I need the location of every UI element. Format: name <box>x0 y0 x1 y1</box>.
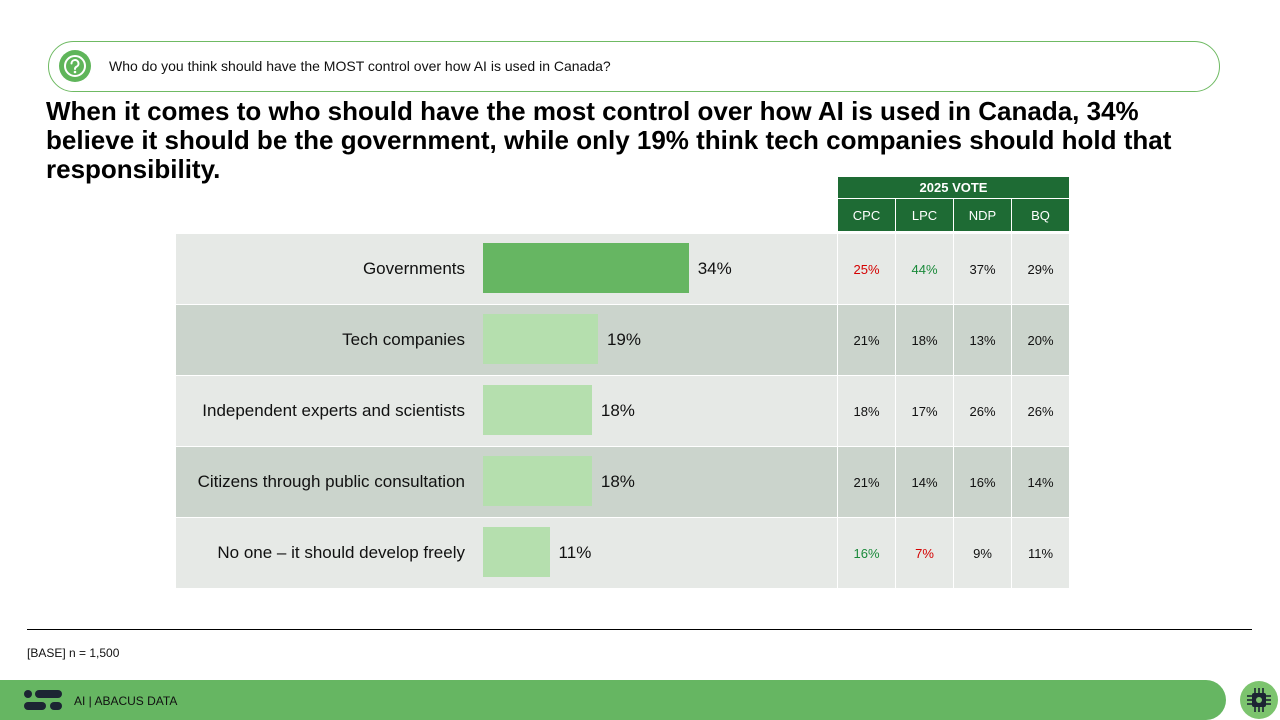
bar <box>483 314 598 364</box>
party-header-lpc: LPC <box>896 199 954 231</box>
vote-cell-cpc: 18% <box>837 376 895 446</box>
data-label: 11% <box>558 543 592 562</box>
category-label: Citizens through public consultation <box>197 472 465 491</box>
ai-chip-icon <box>1240 681 1278 719</box>
vote-cell-ndp: 9% <box>953 518 1011 588</box>
party-header-cpc: CPC <box>838 199 896 231</box>
vote-cell-lpc: 18% <box>895 305 953 375</box>
vote-cell-lpc: 7% <box>895 518 953 588</box>
question-icon <box>59 50 91 82</box>
vote-cell-bq: 14% <box>1011 447 1069 517</box>
vote-breakdown: 16% 7% 9% 11% <box>837 518 1069 588</box>
vote-breakdown: 21% 14% 16% 14% <box>837 447 1069 517</box>
chart-row-tech-companies: Tech companies 19% 21% 18% 13% 20% <box>176 305 1069 375</box>
party-header-bq: BQ <box>1012 199 1069 231</box>
headline: When it comes to who should have the mos… <box>46 96 1172 184</box>
vote-header: 2025 VOTE <box>838 177 1069 198</box>
footer-bar: AI | ABACUS DATA <box>0 680 1226 720</box>
question-text: Who do you think should have the MOST co… <box>109 58 611 74</box>
bar <box>483 385 592 435</box>
category-label: Independent experts and scientists <box>202 401 465 420</box>
footer-text: AI | ABACUS DATA <box>74 694 178 708</box>
vote-cell-lpc: 14% <box>895 447 953 517</box>
data-label: 18% <box>600 401 635 420</box>
chart-row-governments: Governments 34% 25% 44% 37% 29% <box>176 234 1069 304</box>
chart-row-no-one: No one – it should develop freely 11% 16% 7… <box>176 518 1069 588</box>
vote-breakdown: 25% 44% 37% 29% <box>837 234 1069 304</box>
abacus-logo-icon <box>24 690 62 710</box>
question-box: Who do you think should have the MOST co… <box>48 41 1220 92</box>
category-label: Tech companies <box>342 330 465 349</box>
bar <box>483 527 550 577</box>
chart-row-citizens: Citizens through public consultation 18% 2… <box>176 447 1069 517</box>
party-header-ndp: NDP <box>954 199 1012 231</box>
base-note: [BASE] n = 1,500 <box>27 646 120 660</box>
bar <box>483 456 592 506</box>
vote-cell-lpc: 17% <box>895 376 953 446</box>
vote-cell-bq: 29% <box>1011 234 1069 304</box>
party-headers: CPC LPC NDP BQ <box>838 199 1069 231</box>
vote-breakdown: 21% 18% 13% 20% <box>837 305 1069 375</box>
category-label: Governments <box>362 259 465 278</box>
chart-row-independent-experts: Independent experts and scientists 18% 18%… <box>176 376 1069 446</box>
vote-cell-cpc: 21% <box>837 447 895 517</box>
vote-cell-cpc: 16% <box>837 518 895 588</box>
data-label: 18% <box>600 472 635 491</box>
vote-cell-ndp: 26% <box>953 376 1011 446</box>
divider <box>27 629 1252 630</box>
vote-cell-bq: 26% <box>1011 376 1069 446</box>
vote-cell-ndp: 13% <box>953 305 1011 375</box>
vote-cell-cpc: 25% <box>837 234 895 304</box>
vote-cell-bq: 20% <box>1011 305 1069 375</box>
vote-breakdown: 18% 17% 26% 26% <box>837 376 1069 446</box>
data-label: 34% <box>697 259 732 278</box>
vote-cell-ndp: 16% <box>953 447 1011 517</box>
vote-cell-cpc: 21% <box>837 305 895 375</box>
data-label: 19% <box>606 330 641 349</box>
vote-cell-bq: 11% <box>1011 518 1069 588</box>
category-label: No one – it should develop freely <box>217 543 465 562</box>
vote-cell-lpc: 44% <box>895 234 953 304</box>
vote-cell-ndp: 37% <box>953 234 1011 304</box>
bar <box>483 243 689 293</box>
